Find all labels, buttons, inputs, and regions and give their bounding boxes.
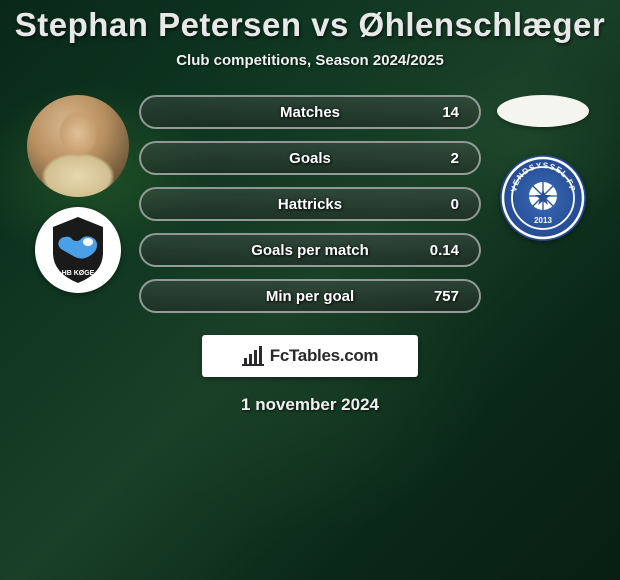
stat-right-value: 2 [429, 150, 459, 167]
left-player-column: HB KØGE [20, 91, 135, 293]
stat-row-hattricks: Hattricks 0 [139, 187, 481, 221]
left-club-badge: HB KØGE [35, 207, 121, 293]
right-club-badge: VENDSYSSEL FF 2013 [500, 155, 586, 241]
right-player-column: VENDSYSSEL FF 2013 [485, 91, 600, 241]
stat-label: Goals [289, 150, 331, 167]
chart-icon [242, 346, 264, 366]
koege-badge-svg: HB KØGE [35, 207, 121, 293]
stat-right-value: 14 [429, 104, 459, 121]
right-player-avatar-placeholder [497, 95, 589, 127]
footer-date: 1 november 2024 [241, 395, 379, 415]
stat-label: Hattricks [278, 196, 342, 213]
brand-text: FcTables.com [270, 346, 379, 366]
comparison-row: HB KØGE Matches 14 Goals 2 Hattricks 0 [0, 91, 620, 313]
subtitle: Club competitions, Season 2024/2025 [176, 52, 444, 69]
vendsyssel-badge-svg: VENDSYSSEL FF 2013 [500, 155, 586, 241]
badge-year: 2013 [534, 216, 552, 225]
content-wrapper: Stephan Petersen vs Øhlenschlæger Club c… [0, 0, 620, 580]
brand-box: FcTables.com [202, 335, 418, 377]
page-title: Stephan Petersen vs Øhlenschlæger [15, 6, 606, 44]
stat-right-value: 757 [429, 288, 459, 305]
stat-row-min-per-goal: Min per goal 757 [139, 279, 481, 313]
stats-column: Matches 14 Goals 2 Hattricks 0 Goals per… [135, 91, 485, 313]
stat-row-matches: Matches 14 [139, 95, 481, 129]
left-player-avatar [27, 95, 129, 197]
avatar-placeholder-art [27, 95, 129, 197]
stat-label: Matches [280, 104, 340, 121]
stat-label: Min per goal [266, 288, 354, 305]
stat-row-goals-per-match: Goals per match 0.14 [139, 233, 481, 267]
stat-right-value: 0 [429, 196, 459, 213]
svg-text:HB KØGE: HB KØGE [61, 270, 94, 277]
stat-row-goals: Goals 2 [139, 141, 481, 175]
stat-label: Goals per match [251, 242, 369, 259]
stat-right-value: 0.14 [429, 242, 459, 259]
